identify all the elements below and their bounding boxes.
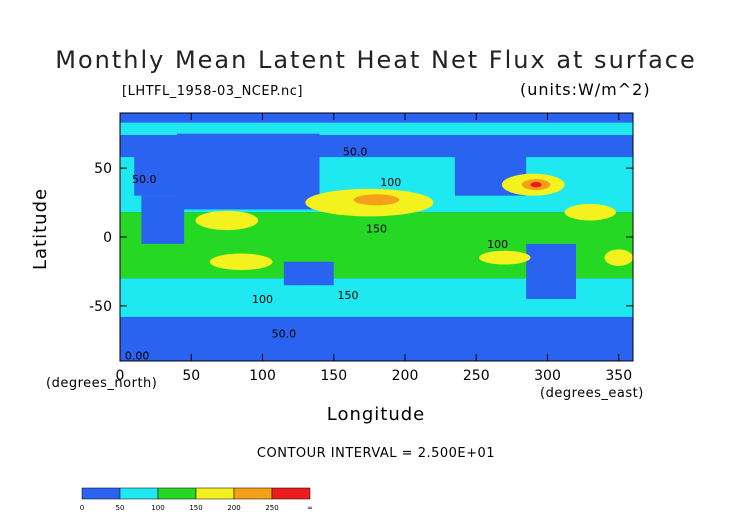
indian-ocean-high <box>209 253 273 271</box>
contour-label: 50.0 <box>272 327 297 340</box>
contour-label: 100 <box>487 238 508 251</box>
chart-title: Monthly Mean Latent Heat Net Flux at sur… <box>55 46 697 74</box>
land-north-africa <box>141 195 185 244</box>
y-tick-label: 50 <box>94 161 112 177</box>
contour-label: 100 <box>252 293 273 306</box>
units-label: (units:W/m^2) <box>520 80 651 99</box>
south-pacific-high <box>479 250 531 265</box>
arctic-band <box>120 122 633 136</box>
x-tick-label: 100 <box>249 368 276 384</box>
colorbar-tick-label: 100 <box>151 504 164 512</box>
land-south-america <box>526 243 576 299</box>
gulf-stream-max <box>530 181 542 188</box>
heatmap-field <box>120 113 633 361</box>
contour-label: 50.0 <box>343 146 368 159</box>
colorbar-swatch <box>157 487 197 500</box>
y-tick-label: -50 <box>89 299 112 315</box>
contour-label: 0.00 <box>125 349 150 362</box>
y-axis-unit-label: (degrees_north) <box>46 376 158 391</box>
x-tick-label: 0 <box>116 368 125 384</box>
contour-label: 50.0 <box>132 173 157 186</box>
land-australia <box>283 261 334 286</box>
land-europe <box>134 154 177 196</box>
colorbar-tick-label: 250 <box>265 504 278 512</box>
contour-label: 150 <box>338 289 359 302</box>
colorbar-swatch <box>233 487 273 500</box>
colorbar-swatch <box>119 487 159 500</box>
colorbar-tick-label: 50 <box>116 504 125 512</box>
colorbar-tick-label: 150 <box>189 504 202 512</box>
arabian-sea-high <box>195 210 259 231</box>
colorbar-swatch <box>81 487 121 500</box>
colorbar-swatch <box>195 487 235 500</box>
north-atlantic-high <box>564 203 616 221</box>
contour-interval-label: CONTOUR INTERVAL = 2.500E+01 <box>256 446 496 461</box>
contour-label: 100 <box>380 176 401 189</box>
x-tick-label: 200 <box>392 368 419 384</box>
file-name-label: [LHTFL_1958-03_NCEP.nc] <box>122 84 303 99</box>
x-tick-label: 350 <box>605 368 632 384</box>
land-asia <box>177 133 320 210</box>
colorbar-swatch <box>271 487 311 500</box>
colorbar-tick-label: 0 <box>80 504 84 512</box>
colorbar-tick-label: ∞ <box>307 504 313 512</box>
contour-label: 150 <box>366 223 387 236</box>
pacific-peak <box>353 194 400 206</box>
south-atlantic-high <box>604 249 633 266</box>
x-tick-label: 300 <box>534 368 561 384</box>
x-tick-label: 250 <box>463 368 490 384</box>
colorbar-tick-label: 200 <box>227 504 240 512</box>
x-tick-label: 150 <box>320 368 347 384</box>
x-axis-unit-label: (degrees_east) <box>540 386 644 401</box>
x-axis-label: Longitude <box>326 404 426 425</box>
x-tick-label: 50 <box>182 368 200 384</box>
y-tick-label: 0 <box>103 230 112 246</box>
